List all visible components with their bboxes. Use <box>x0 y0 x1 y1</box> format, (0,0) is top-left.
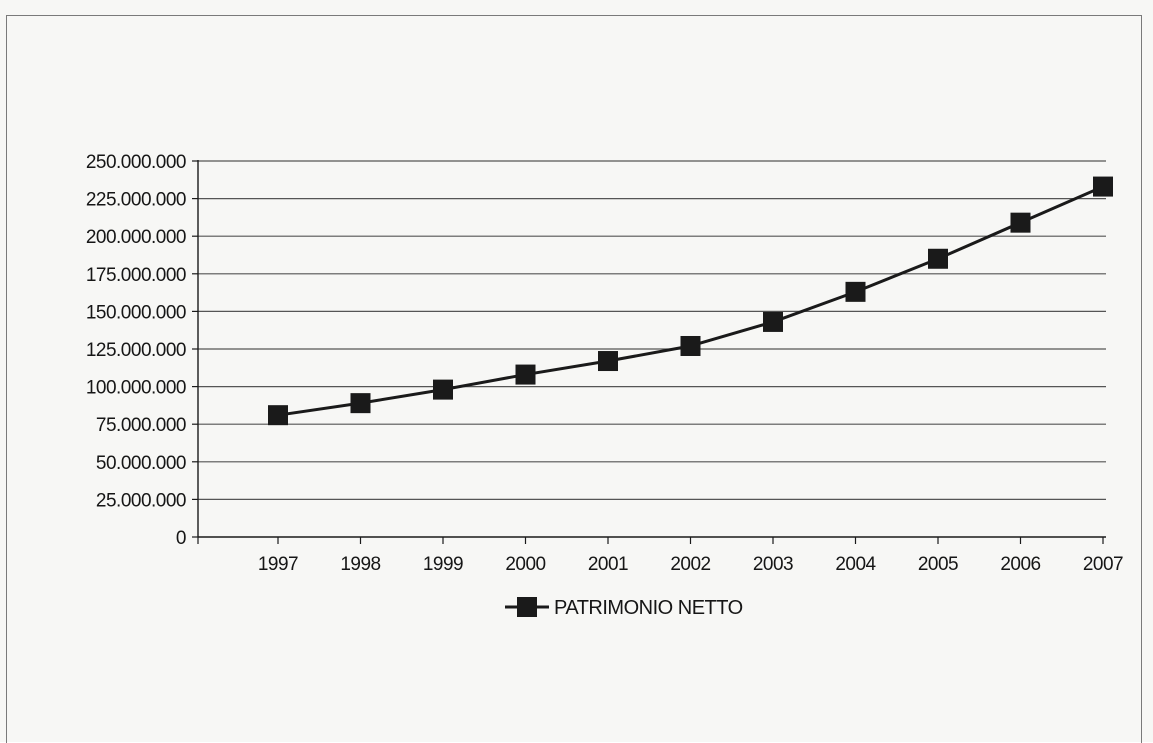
x-tick-label: 2007 <box>1083 554 1123 575</box>
x-tick-label: 2001 <box>588 554 628 575</box>
x-tick-label: 2005 <box>918 554 958 575</box>
legend-label: PATRIMONIO NETTO <box>554 597 743 619</box>
series-line <box>277 185 1104 417</box>
data-point-marker <box>598 351 618 372</box>
y-tick-label: 0 <box>176 528 186 549</box>
x-tick-label: 2006 <box>1000 554 1040 575</box>
data-point-marker <box>763 311 783 332</box>
y-tick-label: 50.000.000 <box>96 453 186 474</box>
data-point-marker <box>845 281 866 302</box>
y-tick-label: 150.000.000 <box>86 302 186 323</box>
data-point-marker <box>1010 212 1031 233</box>
y-tick-label: 100.000.000 <box>86 378 186 399</box>
x-tick-label: 1997 <box>258 554 298 575</box>
y-tick-label: 75.000.000 <box>96 415 186 436</box>
x-tick-label: 1998 <box>340 554 380 575</box>
y-tick-label: 25.000.000 <box>96 490 186 511</box>
chart-frame <box>6 15 1142 743</box>
x-tick-label: 1999 <box>423 554 463 575</box>
y-tick-label: 250.000.000 <box>86 152 186 173</box>
data-point-marker <box>680 335 701 356</box>
y-tick-label: 225.000.000 <box>86 190 186 211</box>
legend-marker <box>517 597 537 617</box>
x-tick-label: 2004 <box>835 554 876 575</box>
data-point-marker <box>515 364 536 385</box>
data-point-marker <box>1093 176 1113 197</box>
data-point-marker <box>433 379 453 400</box>
y-tick-label: 125.000.000 <box>86 340 186 361</box>
y-tick-label: 200.000.000 <box>86 227 186 248</box>
x-tick-label: 2002 <box>670 554 710 575</box>
data-point-marker <box>928 248 948 269</box>
data-point-marker <box>268 405 288 426</box>
x-tick-label: 2003 <box>753 554 793 575</box>
x-tick-label: 2000 <box>505 554 545 575</box>
y-tick-label: 175.000.000 <box>86 265 186 286</box>
data-point-marker <box>350 393 371 414</box>
